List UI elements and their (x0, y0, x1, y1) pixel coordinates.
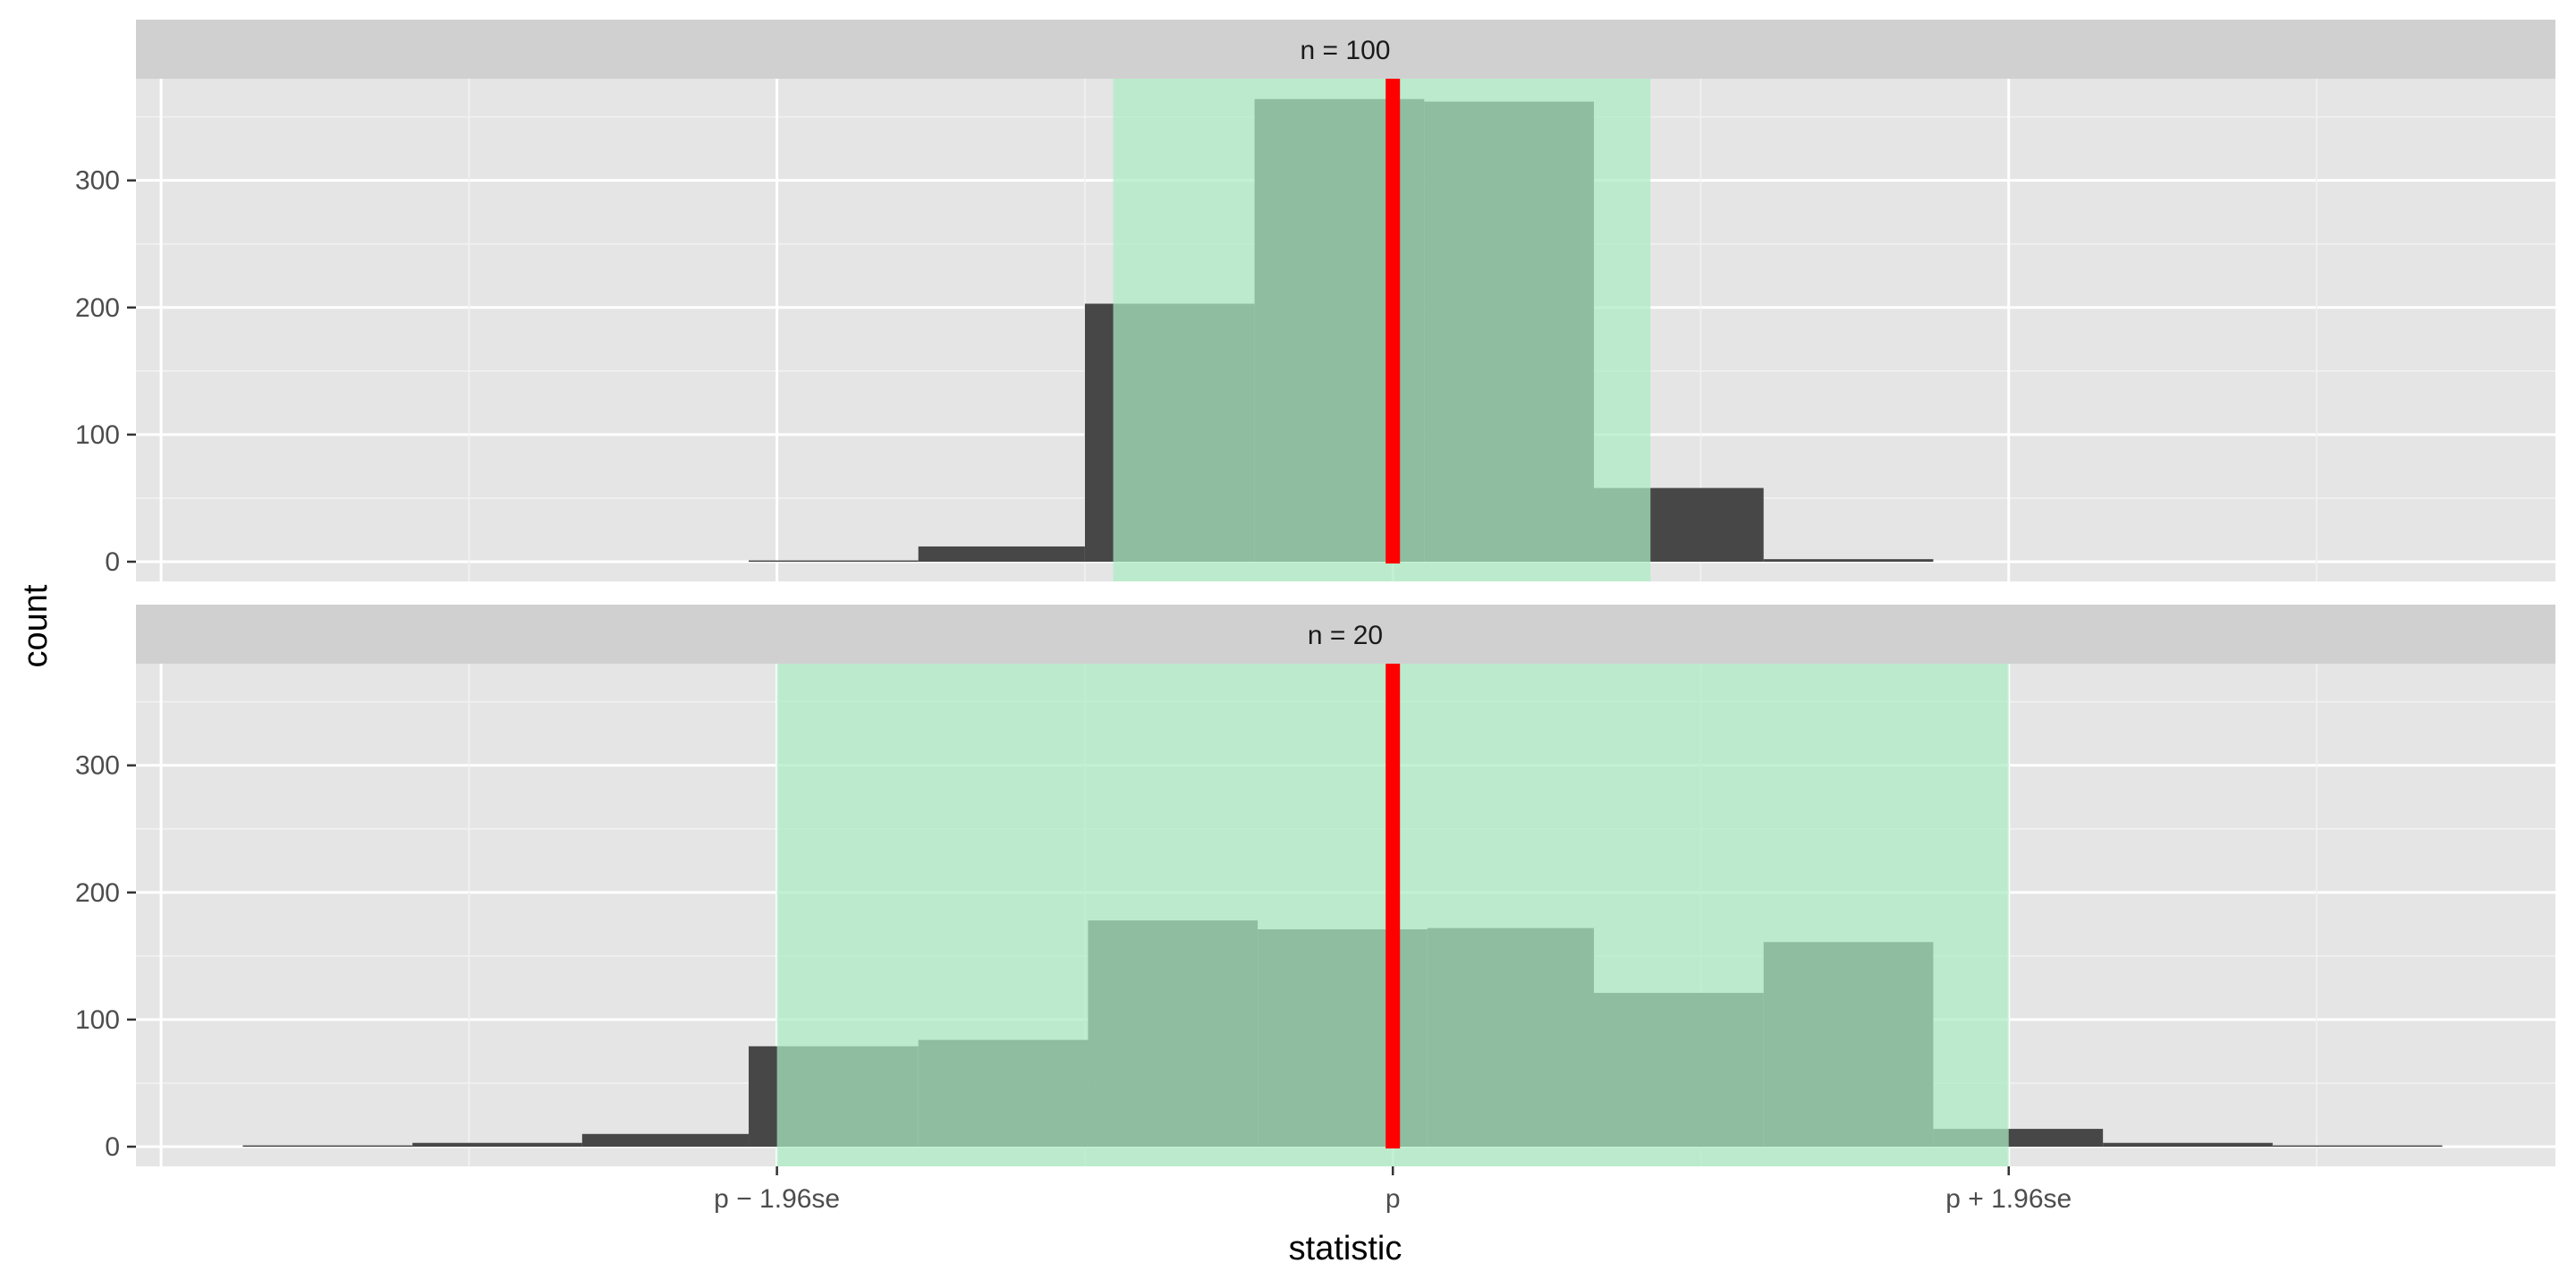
strip-label-n20: n = 20 (1308, 621, 1383, 650)
y-tick-label: 0 (105, 1132, 120, 1162)
histogram-bar (581, 1133, 750, 1147)
y-tick-label: 200 (75, 878, 120, 908)
interval-band-rect (1113, 79, 1651, 581)
strip-label-n100: n = 100 (1301, 36, 1391, 65)
x-axis: p − 1.96se p p + 1.96se (714, 1166, 2072, 1214)
y-tick-label: 100 (75, 420, 120, 450)
histogram-bar (749, 560, 919, 563)
histogram-bar (412, 1142, 582, 1147)
interval-band-n100 (1113, 79, 1651, 581)
y-tick-label: 300 (75, 166, 120, 196)
histogram-bar (2103, 1142, 2273, 1147)
center-line-p (1385, 664, 1401, 1148)
y-axis-n20: 0 100 200 300 (75, 751, 136, 1162)
y-axis-title: count (17, 584, 55, 667)
histogram-bar (242, 1145, 413, 1148)
y-axis-n100: 0 100 200 300 (75, 166, 136, 577)
strip-background-n100 (136, 20, 2555, 79)
histogram-bar (1763, 559, 1934, 562)
x-axis-title: statistic (1289, 1230, 1402, 1267)
center-line-p (1385, 79, 1401, 564)
x-tick-label: p + 1.96se (1945, 1184, 2072, 1214)
y-tick-label: 100 (75, 1005, 120, 1035)
center-line-n20 (1385, 664, 1401, 1148)
y-tick-label: 0 (105, 547, 120, 577)
y-tick-label: 300 (75, 751, 120, 781)
strip-background-n20 (136, 605, 2555, 664)
center-line-n100 (1385, 79, 1401, 564)
panel-n100: n = 100 0 100 200 300 (75, 20, 2555, 581)
y-tick-label: 200 (75, 293, 120, 323)
x-tick-label: p (1385, 1184, 1401, 1214)
x-tick-label: p − 1.96se (714, 1184, 840, 1214)
histogram-bar (2272, 1145, 2443, 1148)
histogram-bar (918, 546, 1085, 562)
panel-n20: n = 20 0 100 200 300 (75, 605, 2555, 1166)
